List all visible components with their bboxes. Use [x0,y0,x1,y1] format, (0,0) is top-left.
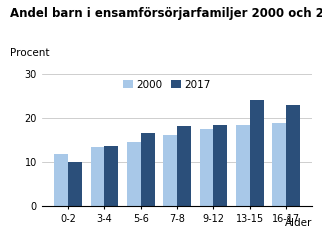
Bar [213,125,227,206]
Bar [104,146,118,206]
Text: Ålder: Ålder [285,218,312,228]
Bar [141,133,155,206]
Bar [200,128,213,206]
Text: Andel barn i ensamförsörjarfamiljer 2000 och 2017: Andel barn i ensamförsörjarfamiljer 2000… [10,7,322,20]
Bar [163,135,177,206]
Bar [272,123,286,206]
Bar [54,154,68,206]
Bar [250,100,264,206]
Bar [236,125,250,206]
Bar [68,162,82,206]
Bar [177,126,191,206]
Text: Procent: Procent [10,48,49,58]
Bar [286,105,300,206]
Legend: 2000, 2017: 2000, 2017 [123,80,211,90]
Bar [127,142,141,206]
Bar [90,147,104,206]
